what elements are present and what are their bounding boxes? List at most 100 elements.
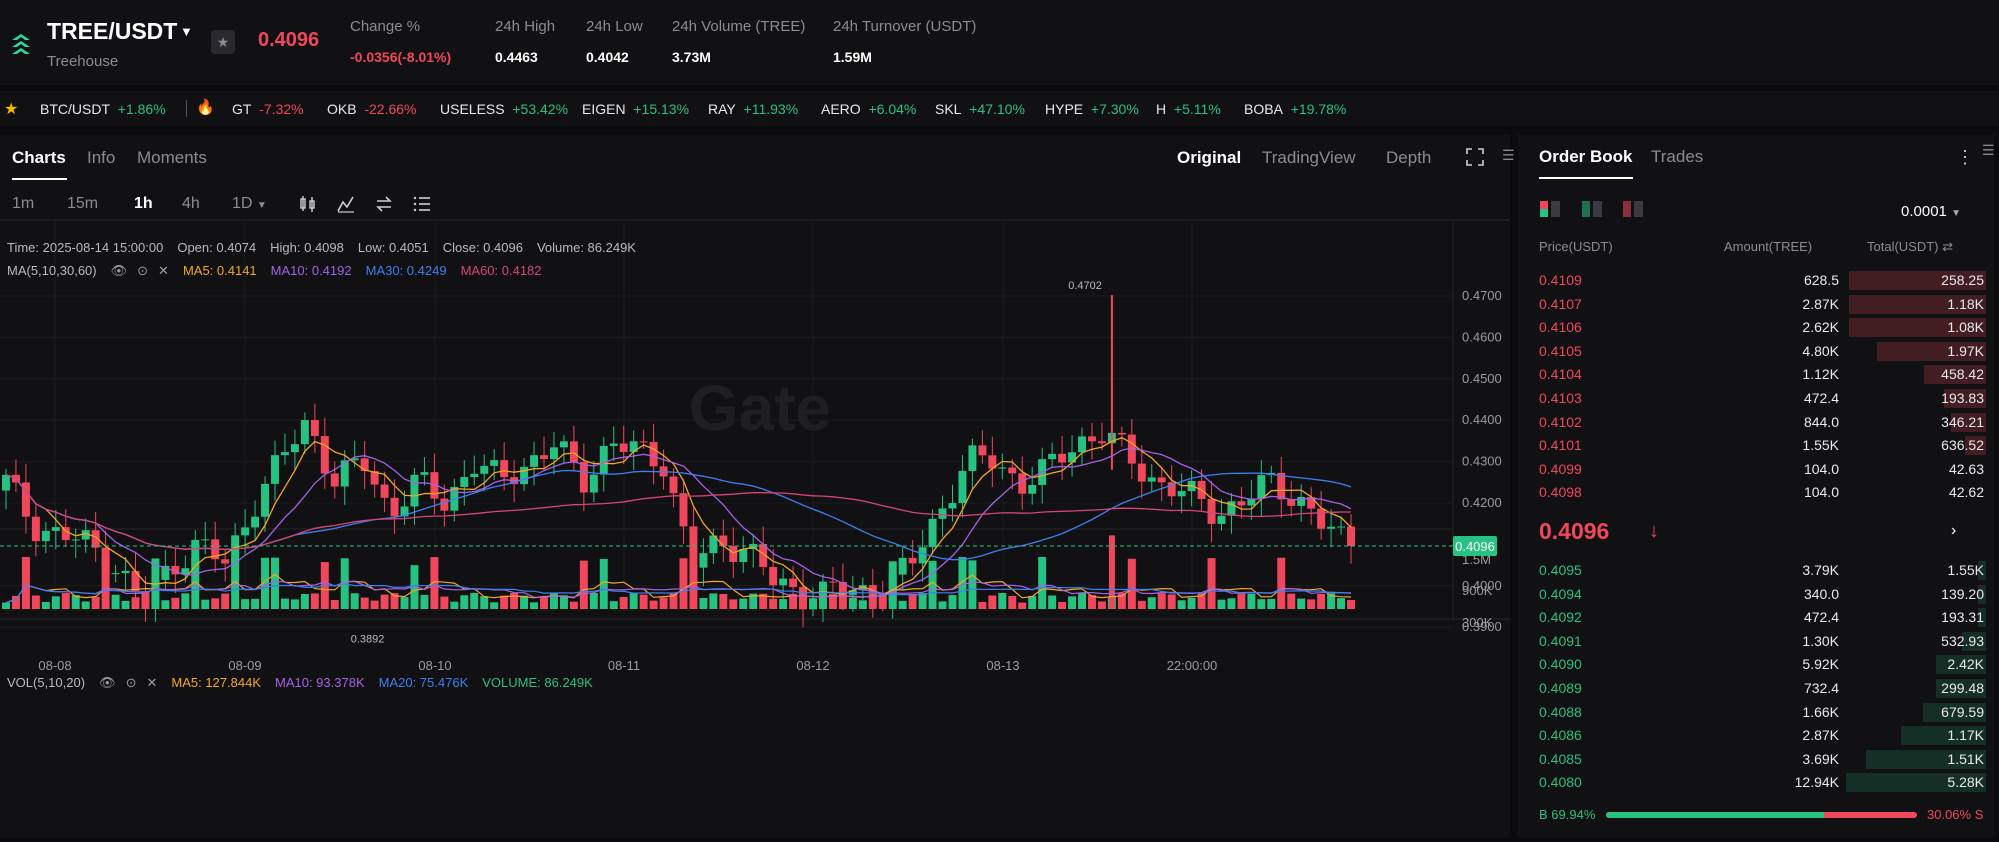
bid-row[interactable]: 0.4089 732.4 299.48 <box>1518 677 1994 700</box>
ask-row[interactable]: 0.4098 104.0 42.62 <box>1518 481 1994 504</box>
volume-bar <box>330 599 339 609</box>
interval-1h[interactable]: 1h <box>134 195 153 212</box>
ask-price: 0.4106 <box>1539 319 1582 336</box>
volume-bar <box>2 602 10 609</box>
ticker-item[interactable]: SKL +47.10% <box>935 101 1025 117</box>
bid-row[interactable]: 0.4088 1.66K 679.59 <box>1518 701 1994 724</box>
panel-menu-icon[interactable]: ☰ <box>1982 142 1995 158</box>
tab-charts[interactable]: Charts <box>12 148 66 167</box>
favorite-star-button[interactable]: ★ <box>211 30 235 54</box>
ticker-item[interactable]: HYPE +7.30% <box>1045 101 1139 117</box>
volume-bar <box>619 597 628 609</box>
caret-down-icon[interactable]: ▼ <box>180 24 193 39</box>
ticker-item[interactable]: BOBA +19.78% <box>1244 101 1346 117</box>
interval-1d-dropdown[interactable]: 1D ▼ <box>232 195 267 213</box>
ticker-item[interactable]: AERO +6.04% <box>821 101 916 117</box>
vol-close-icon[interactable]: ✕ <box>146 675 158 690</box>
volume-bar <box>171 597 180 609</box>
candle-body <box>350 458 359 461</box>
volume-bar <box>958 557 967 609</box>
vol-settings-icon[interactable]: ⊙ <box>125 675 137 690</box>
ask-row[interactable]: 0.4105 4.80K 1.97K <box>1518 340 1994 363</box>
volume-bar <box>201 599 210 609</box>
candle-body <box>709 535 718 554</box>
bid-amount: 12.94K <box>1794 774 1839 791</box>
list-settings-icon[interactable] <box>412 194 432 214</box>
tab-order-book[interactable]: Order Book <box>1539 147 1633 166</box>
bid-row[interactable]: 0.4092 472.4 193.31 <box>1518 606 1994 629</box>
candle-body <box>2 474 10 491</box>
compare-swap-icon[interactable] <box>374 194 394 214</box>
view-depth[interactable]: Depth <box>1386 148 1432 167</box>
vol-visibility-eye-icon[interactable]: 👁 <box>99 675 116 690</box>
tab-trades[interactable]: Trades <box>1651 147 1704 166</box>
volume-bar <box>1038 557 1047 609</box>
indicators-icon[interactable] <box>336 194 356 214</box>
ticker-symbol: RAY <box>708 101 736 117</box>
volume-bar <box>520 595 529 609</box>
volume-bar <box>649 600 658 609</box>
bid-row[interactable]: 0.4091 1.30K 532.93 <box>1518 630 1994 653</box>
ma-legend-label: MA(5,10,30,60) <box>7 263 97 278</box>
ma-visibility-eye-icon[interactable]: 👁 <box>110 263 128 278</box>
ask-row[interactable]: 0.4101 1.55K 636.52 <box>1518 434 1994 457</box>
ask-total: 458.42 <box>1941 366 1984 383</box>
ask-row[interactable]: 0.4104 1.12K 458.42 <box>1518 363 1994 386</box>
ma-settings-icon[interactable]: ⊙ <box>137 263 149 278</box>
candle-body <box>81 530 90 540</box>
ticker-item[interactable]: GT -7.32% <box>232 101 304 117</box>
interval-15m[interactable]: 15m <box>67 195 99 212</box>
bid-row[interactable]: 0.4085 3.69K 1.51K <box>1518 748 1994 771</box>
candlestick-type-icon[interactable] <box>298 194 318 214</box>
bid-row[interactable]: 0.4086 2.87K 1.17K <box>1518 724 1994 747</box>
ticker-item[interactable]: USELESS +53.42% <box>440 101 568 117</box>
ticker-item[interactable]: H +5.11% <box>1156 101 1221 117</box>
tab-moments[interactable]: Moments <box>137 148 207 167</box>
ticker-item[interactable]: RAY +11.93% <box>708 101 798 117</box>
volume-bar <box>1137 600 1146 609</box>
ticker-item[interactable]: EIGEN +15.13% <box>582 101 689 117</box>
bid-amount: 1.66K <box>1802 703 1839 720</box>
ask-row[interactable]: 0.4102 844.0 346.21 <box>1518 411 1994 434</box>
ask-row[interactable]: 0.4109 628.5 258.25 <box>1518 269 1994 292</box>
bid-row[interactable]: 0.4094 340.0 139.20 <box>1518 583 1994 606</box>
bid-row[interactable]: 0.4080 12.94K 5.28K <box>1518 771 1994 794</box>
ma60-value: MA60: 0.4182 <box>460 263 542 278</box>
ask-row[interactable]: 0.4106 2.62K 1.08K <box>1518 316 1994 339</box>
interval-4h[interactable]: 4h <box>182 195 200 212</box>
view-original[interactable]: Original <box>1177 148 1242 167</box>
volume-bar <box>231 557 240 609</box>
candle-body <box>31 516 40 542</box>
kline-chart[interactable]: 0.4700 0.4600 0.4500 0.4400 0.4300 0.4200 0.40… <box>0 134 1510 838</box>
ohlc-volume: Volume: 86.249K <box>536 240 636 255</box>
ticker-item[interactable]: BTC/USDT +1.86% <box>40 101 166 117</box>
layout-both-icon[interactable] <box>1539 200 1561 218</box>
bid-row[interactable]: 0.4095 3.79K 1.55K <box>1518 559 1994 582</box>
layout-bids-icon[interactable] <box>1581 200 1603 218</box>
view-tradingview[interactable]: TradingView <box>1262 148 1356 167</box>
interval-1m[interactable]: 1m <box>12 195 35 212</box>
ticker-item[interactable]: OKB -22.66% <box>327 101 417 117</box>
volume-bar <box>191 558 200 609</box>
pair-selector[interactable]: TREE/USDT <box>47 18 178 44</box>
stat-high-label: 24h High <box>495 18 556 35</box>
favorites-star-icon[interactable]: ★ <box>4 101 19 118</box>
ask-row[interactable]: 0.4099 104.0 42.63 <box>1518 458 1994 481</box>
precision-dropdown[interactable]: 0.0001 ▼ <box>1901 203 1961 220</box>
bid-price: 0.4092 <box>1539 609 1582 626</box>
bid-row[interactable]: 0.4090 5.92K 2.42K <box>1518 653 1994 676</box>
gate-watermark: Gate <box>689 372 831 444</box>
stat-turnover: 24h Turnover (USDT) 1.59M <box>833 18 976 65</box>
more-options-icon[interactable]: ⋮ <box>1956 147 1974 167</box>
ask-row[interactable]: 0.4107 2.87K 1.18K <box>1518 293 1994 316</box>
ma-close-icon[interactable]: ✕ <box>158 263 169 278</box>
ask-row[interactable]: 0.4103 472.4 193.83 <box>1518 387 1994 410</box>
ask-price: 0.4098 <box>1539 484 1582 501</box>
panel-menu-icon[interactable]: ☰ <box>1502 147 1515 163</box>
chevron-right-icon[interactable]: › <box>1951 522 1957 539</box>
layout-asks-icon[interactable] <box>1622 200 1644 218</box>
fullscreen-icon[interactable] <box>1466 148 1484 166</box>
volume-bar <box>848 597 857 609</box>
tab-info[interactable]: Info <box>87 148 116 167</box>
col-total[interactable]: Total(USDT) ⇄ <box>1867 239 1953 255</box>
